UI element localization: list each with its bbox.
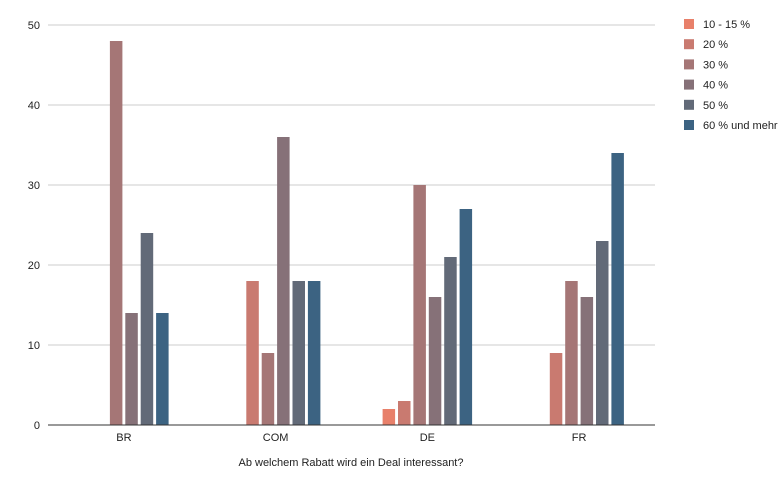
legend-swatch xyxy=(684,99,694,110)
grid-lines xyxy=(48,24,655,346)
bar-br-series-4 xyxy=(140,233,154,425)
legend-label: 30 % xyxy=(703,59,728,71)
bar-de-series-3 xyxy=(428,297,442,425)
bar-de-series-2 xyxy=(413,185,426,425)
x-tick-label: BR xyxy=(116,432,131,444)
bar-de-series-1 xyxy=(398,401,411,425)
x-tick-label: DE xyxy=(420,432,435,444)
legend-label: 60 % und mehr xyxy=(703,120,778,132)
bar-fr-series-1 xyxy=(549,353,563,425)
x-axis-ticks: BR COM DE FR xyxy=(116,432,586,444)
bars xyxy=(109,41,624,425)
legend-label: 20 % xyxy=(703,39,728,51)
y-tick-label: 0 xyxy=(34,420,40,432)
legend-label: 50 % xyxy=(703,100,728,112)
legend-label: 10 - 15 % xyxy=(703,19,750,31)
bar-de-series-5 xyxy=(459,209,473,425)
bar-br-series-3 xyxy=(125,313,138,425)
bar-com-series-5 xyxy=(307,281,321,425)
bar-com-series-1 xyxy=(246,281,259,425)
y-tick-label: 10 xyxy=(28,340,40,352)
legend-swatch xyxy=(684,79,694,90)
legend: 10 - 15 % 20 % 30 % 40 % 50 % 60 % und mehr xyxy=(684,19,778,132)
bar-de-series-0 xyxy=(382,409,396,425)
bar-fr-series-3 xyxy=(580,297,594,425)
bar-fr-series-2 xyxy=(565,281,578,425)
bar-com-series-3 xyxy=(277,137,290,425)
legend-swatch xyxy=(684,39,694,50)
legend-swatch xyxy=(684,19,694,29)
x-tick-label: FR xyxy=(572,432,587,444)
y-tick-label: 20 xyxy=(28,260,40,272)
legend-swatch xyxy=(684,59,694,70)
x-axis-title: Ab welchem Rabatt wird ein Deal interess… xyxy=(238,457,463,469)
y-axis-ticks: 0 10 20 30 40 50 xyxy=(28,20,40,432)
bar-br-series-5 xyxy=(156,313,169,425)
y-tick-label: 50 xyxy=(28,20,40,32)
legend-swatch xyxy=(684,120,694,130)
bar-fr-series-4 xyxy=(596,241,609,425)
bar-com-series-2 xyxy=(261,353,275,425)
bar-fr-series-5 xyxy=(611,153,624,425)
legend-label: 40 % xyxy=(703,80,728,92)
y-tick-label: 30 xyxy=(28,180,40,192)
y-tick-label: 40 xyxy=(28,100,40,112)
x-tick-label: COM xyxy=(263,432,289,444)
bar-de-series-4 xyxy=(444,257,457,425)
bar-br-series-2 xyxy=(109,41,123,425)
bar-com-series-4 xyxy=(292,281,305,425)
